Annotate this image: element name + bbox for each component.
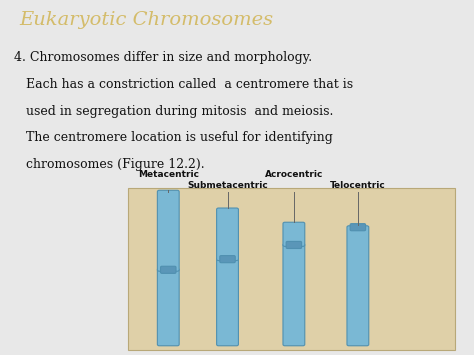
Text: Submetacentric: Submetacentric: [187, 181, 268, 190]
FancyBboxPatch shape: [217, 258, 238, 346]
FancyBboxPatch shape: [283, 222, 305, 246]
FancyBboxPatch shape: [286, 241, 301, 248]
Text: Telocentric: Telocentric: [330, 181, 386, 190]
FancyBboxPatch shape: [220, 256, 235, 263]
FancyBboxPatch shape: [347, 226, 369, 346]
Text: Eukaryotic Chromosomes: Eukaryotic Chromosomes: [19, 11, 273, 29]
Text: 4. Chromosomes differ in size and morphology.: 4. Chromosomes differ in size and morpho…: [14, 51, 312, 65]
FancyBboxPatch shape: [157, 268, 179, 346]
Text: Metacentric: Metacentric: [138, 170, 199, 179]
Text: used in segregation during mitosis  and meiosis.: used in segregation during mitosis and m…: [14, 105, 334, 118]
Text: The centromere location is useful for identifying: The centromere location is useful for id…: [14, 131, 333, 144]
Text: Each has a constriction called  a centromere that is: Each has a constriction called a centrom…: [14, 78, 353, 91]
Text: Acrocentric: Acrocentric: [264, 170, 323, 179]
FancyBboxPatch shape: [157, 190, 179, 271]
FancyBboxPatch shape: [161, 266, 176, 273]
Bar: [128, 188, 455, 350]
FancyBboxPatch shape: [350, 224, 365, 231]
Text: chromosomes (Figure 12.2).: chromosomes (Figure 12.2).: [14, 158, 205, 171]
FancyBboxPatch shape: [217, 208, 238, 261]
FancyBboxPatch shape: [283, 244, 305, 346]
